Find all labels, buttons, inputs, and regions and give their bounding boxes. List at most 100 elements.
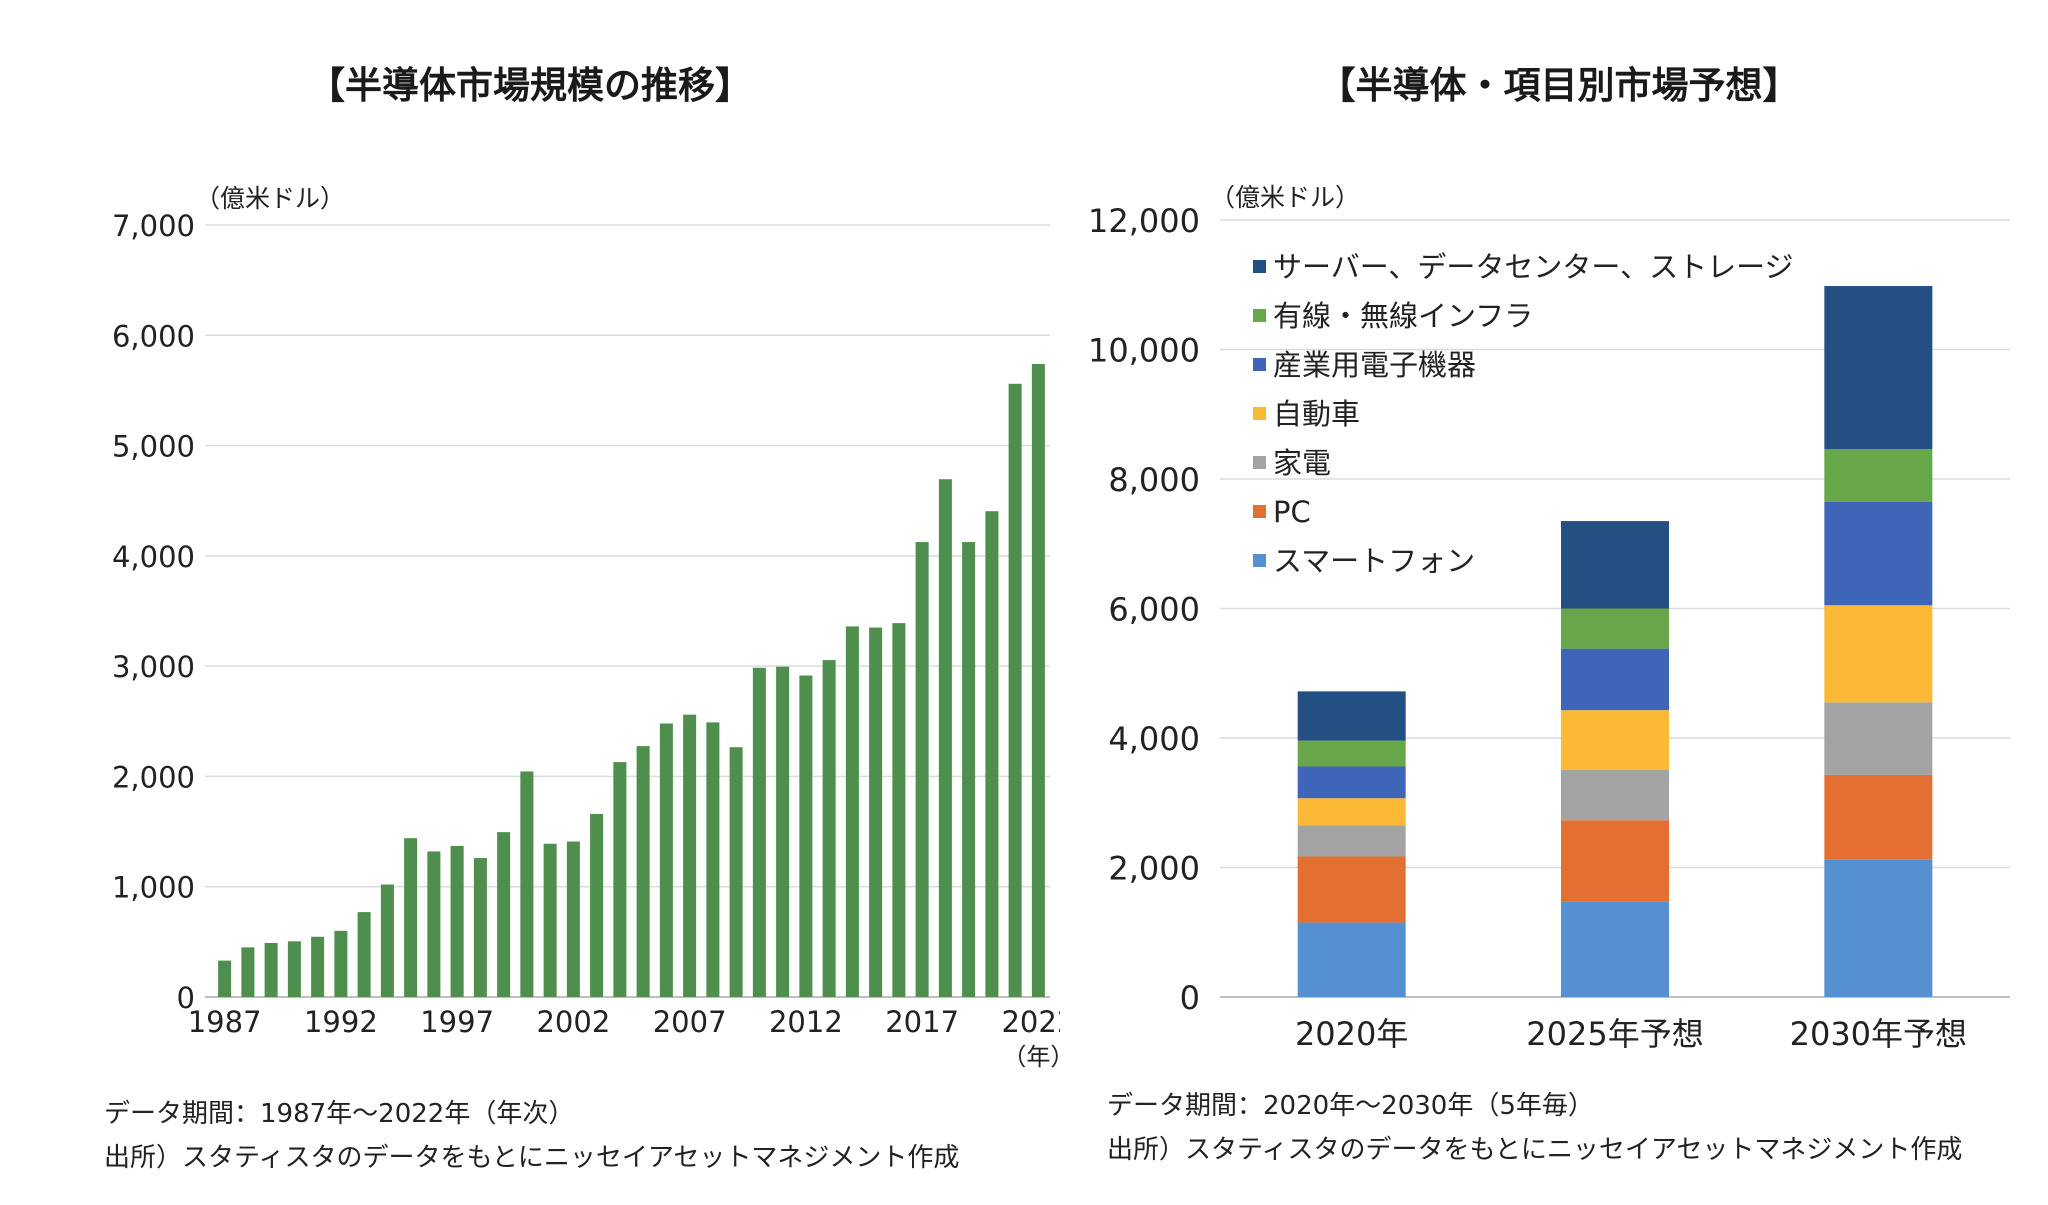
market-size-chart-title: 【半導体市場規模の推移】 bbox=[308, 64, 752, 107]
legend-swatch bbox=[1253, 309, 1266, 322]
legend-label: PC bbox=[1273, 495, 1311, 529]
bar-2018 bbox=[938, 479, 952, 997]
stack-segment-6-1 bbox=[1561, 521, 1669, 609]
bar-1992 bbox=[334, 930, 348, 997]
y-tick-label: 10,000 bbox=[1088, 332, 1200, 370]
stack-segment-5-2 bbox=[1824, 449, 1933, 502]
x-tick-label: 2002 bbox=[536, 1005, 610, 1039]
market-size-chart-panel: 【半導体市場規模の推移】 0 1,000 2,000 3,000 4,000 5,000 6… bbox=[104, 64, 1060, 1173]
bar-2015 bbox=[869, 627, 883, 997]
bar-2021 bbox=[1008, 383, 1022, 998]
stack-segment-2-1 bbox=[1561, 769, 1669, 821]
y-tick-label: 3,000 bbox=[112, 650, 195, 684]
x-tick-label: 2020年 bbox=[1295, 1015, 1408, 1053]
segment-forecast-stacked-bar-chart: 0 2,000 4,000 6,000 8,000 10,000 12,000 （億米ドル） 2… bbox=[1088, 183, 2010, 1053]
stack-segment-0-0 bbox=[1297, 922, 1406, 997]
y-unit-label: （億米ドル） bbox=[195, 184, 345, 213]
legend-label: スマートフォン bbox=[1273, 544, 1475, 578]
stack-segment-0-2 bbox=[1824, 859, 1933, 997]
x-tick-label: 2025年予想 bbox=[1526, 1015, 1703, 1053]
market-size-data-period-note: データ期間：1987年〜2022年（年次） bbox=[104, 1099, 575, 1129]
segment-forecast-chart-panel: 【半導体・項目別市場予想】 0 2,000 4,000 6,000 8,000 10,00… bbox=[1070, 0, 2048, 1205]
x-tick-label: 2017 bbox=[885, 1005, 959, 1039]
x-tick-label: 2030年予想 bbox=[1790, 1015, 1967, 1053]
stack-segment-1-0 bbox=[1297, 856, 1406, 923]
bar-2006 bbox=[659, 723, 673, 997]
stack-segment-5-0 bbox=[1297, 740, 1406, 767]
y-tick-label: 5,000 bbox=[112, 430, 195, 464]
bar-1996 bbox=[427, 851, 441, 997]
bar-2013 bbox=[822, 660, 836, 997]
legend-swatch bbox=[1253, 260, 1266, 273]
bar-2019 bbox=[962, 542, 976, 997]
stack-segment-5-1 bbox=[1561, 608, 1669, 649]
bar-2011 bbox=[776, 666, 790, 997]
stack-segment-3-0 bbox=[1297, 798, 1406, 826]
x-tick-label: 2012 bbox=[769, 1005, 843, 1039]
y-tick-label: 2,000 bbox=[1108, 850, 1200, 888]
bar-1993 bbox=[357, 912, 371, 997]
legend-swatch bbox=[1253, 407, 1266, 420]
bar-1989 bbox=[264, 942, 278, 997]
y-tick-label: 4,000 bbox=[112, 540, 195, 574]
bar-2022 bbox=[1031, 363, 1045, 998]
y-tick-label: 0 bbox=[1180, 979, 1200, 1017]
y-tick-label: 8,000 bbox=[1108, 461, 1200, 499]
bar-2012 bbox=[799, 675, 813, 997]
stack-segment-4-2 bbox=[1824, 501, 1933, 606]
legend-swatch bbox=[1253, 505, 1266, 518]
bar-2001 bbox=[543, 843, 557, 997]
bar-2017 bbox=[915, 542, 929, 997]
stack-segment-2-2 bbox=[1824, 702, 1933, 775]
y-tick-label: 7,000 bbox=[112, 209, 195, 243]
stack-segment-2-0 bbox=[1297, 825, 1406, 857]
segment-forecast-data-period-note: データ期間：2020年〜2030年（5年毎） bbox=[1107, 1091, 1594, 1121]
y-tick-label: 6,000 bbox=[112, 319, 195, 353]
bar-2008 bbox=[706, 722, 720, 997]
legend-label: 産業用電子機器 bbox=[1273, 348, 1476, 382]
bar-1997 bbox=[450, 845, 464, 997]
x-tick-label: 2007 bbox=[653, 1005, 727, 1039]
bar-1999 bbox=[497, 832, 511, 997]
bar-2007 bbox=[683, 714, 697, 997]
market-size-bar-chart: 0 1,000 2,000 3,000 4,000 5,000 6,000 7,000（億米ド… bbox=[112, 184, 1060, 1071]
x-tick-label: 2022 bbox=[1001, 1005, 1060, 1039]
bar-2004 bbox=[613, 762, 627, 997]
y-tick-label: 6,000 bbox=[1108, 591, 1200, 629]
bar-2009 bbox=[729, 747, 743, 997]
bar-1995 bbox=[404, 838, 418, 997]
bar-2020 bbox=[985, 511, 999, 997]
legend-label: 家電 bbox=[1273, 446, 1331, 480]
stack-segment-6-0 bbox=[1297, 691, 1406, 741]
bar-2005 bbox=[636, 746, 650, 997]
legend-label: サーバー、データセンター、ストレージ bbox=[1273, 250, 1794, 284]
stack-segment-0-1 bbox=[1561, 901, 1669, 997]
segment-forecast-source-note: 出所）スタティスタのデータをもとにニッセイアセットマネジメント作成 bbox=[1107, 1135, 1963, 1165]
y-unit-label: （億米ドル） bbox=[1210, 183, 1360, 212]
y-tick-label: 4,000 bbox=[1108, 720, 1200, 758]
bar-2010 bbox=[752, 667, 766, 997]
legend-swatch bbox=[1253, 554, 1266, 567]
legend-swatch bbox=[1253, 456, 1266, 469]
stack-segment-1-1 bbox=[1561, 820, 1669, 902]
bar-1987 bbox=[218, 960, 232, 997]
y-tick-label: 12,000 bbox=[1088, 202, 1200, 240]
legend-swatch bbox=[1253, 358, 1266, 371]
y-tick-label: 1,000 bbox=[112, 871, 195, 905]
bar-1998 bbox=[473, 858, 487, 997]
y-tick-label: 0 bbox=[177, 981, 195, 1015]
x-tick-label: 1987 bbox=[188, 1005, 262, 1039]
bar-1994 bbox=[380, 884, 394, 997]
x-tick-label: 1997 bbox=[420, 1005, 494, 1039]
stack-segment-4-1 bbox=[1561, 648, 1669, 711]
stack-segment-3-2 bbox=[1824, 605, 1933, 703]
bar-1988 bbox=[241, 947, 255, 997]
bar-2003 bbox=[590, 813, 604, 997]
x-tick-label: 1992 bbox=[304, 1005, 378, 1039]
bar-2016 bbox=[892, 623, 906, 997]
stack-segment-6-2 bbox=[1824, 286, 1933, 450]
legend-label: 有線・無線インフラ bbox=[1273, 299, 1533, 333]
bar-2002 bbox=[566, 841, 580, 997]
y-tick-label: 2,000 bbox=[112, 760, 195, 794]
market-size-source-note: 出所）スタティスタのデータをもとにニッセイアセットマネジメント作成 bbox=[104, 1143, 960, 1173]
